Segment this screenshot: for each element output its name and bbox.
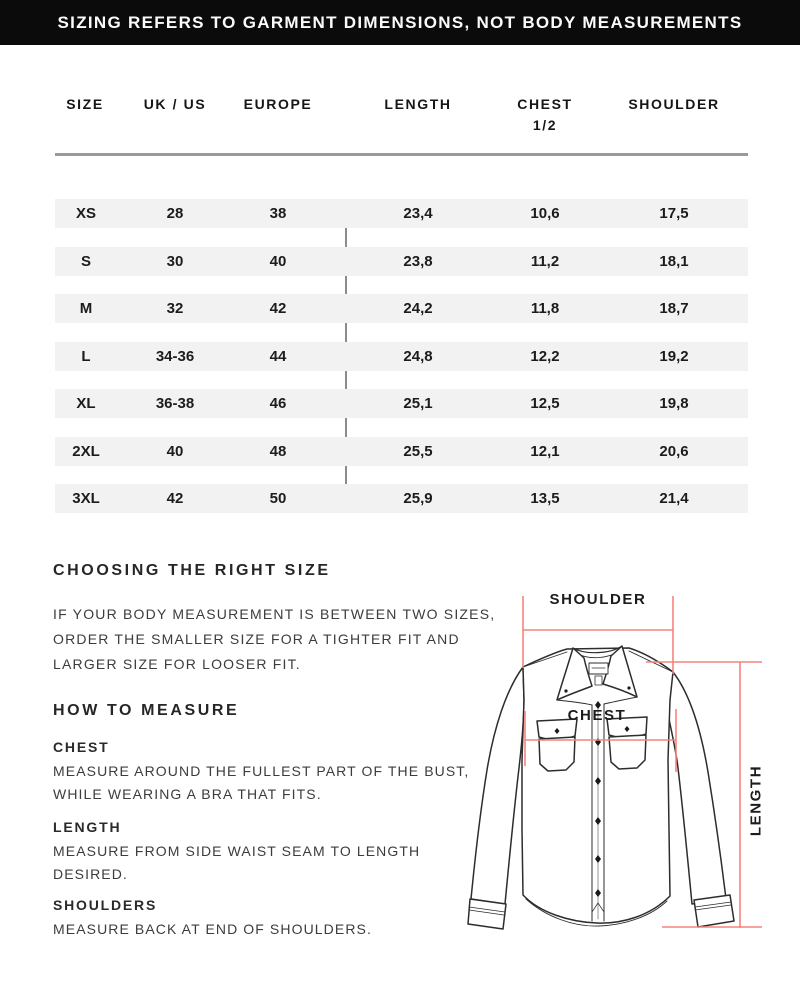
table-row-xl: XL 36-38 46 25,1 12,5 19,8 — [55, 389, 748, 418]
text-line: IF YOUR BODY MEASUREMENT IS BETWEEN TWO … — [53, 606, 496, 622]
cell-shoulder: 21,4 — [659, 490, 689, 507]
cell-shoulder: 17,5 — [659, 205, 689, 222]
cell-ukus: 28 — [166, 205, 184, 222]
cell-shoulder: 19,2 — [659, 348, 689, 365]
cell-europe: 46 — [269, 395, 287, 412]
cell-chest: 10,6 — [530, 205, 560, 222]
cell-shoulder: 19,8 — [659, 395, 689, 412]
cell-shoulder: 20,6 — [659, 443, 689, 460]
cell-shoulder: 18,7 — [659, 300, 689, 317]
text-line: MEASURE FROM SIDE WAIST SEAM TO LENGTH — [53, 843, 421, 859]
cell-size: M — [79, 300, 93, 317]
diagram-length-label: LENGTH — [747, 764, 765, 837]
cell-ukus: 36-38 — [155, 395, 195, 412]
table-row-l: L 34-36 44 24,8 12,2 19,2 — [55, 342, 748, 371]
col-header-ukus: UK / US — [143, 96, 207, 112]
cell-size: 3XL — [72, 490, 100, 507]
col-header-chest: CHEST — [517, 96, 573, 112]
disclaimer-banner: SIZING REFERS TO GARMENT DIMENSIONS, NOT… — [0, 0, 800, 45]
cell-ukus: 34-36 — [155, 348, 195, 365]
cell-size: L — [81, 348, 91, 365]
cell-chest: 13,5 — [530, 490, 560, 507]
measure-shoulders-label: SHOULDERS — [53, 897, 158, 913]
cell-ukus: 30 — [166, 253, 184, 270]
cell-length: 23,8 — [403, 253, 433, 270]
col-header-europe: EUROPE — [243, 96, 313, 112]
button-marks — [554, 701, 630, 897]
cell-ukus: 42 — [166, 490, 184, 507]
cell-chest: 11,2 — [530, 253, 560, 270]
col-header-length: LENGTH — [384, 96, 452, 112]
cell-length: 25,1 — [403, 395, 433, 412]
col-header-shoulder: SHOULDER — [628, 96, 720, 112]
cell-chest: 12,5 — [530, 395, 560, 412]
header-rule — [55, 153, 748, 156]
text-line: MEASURE AROUND THE FULLEST PART OF THE B… — [53, 763, 470, 779]
measure-chest-text: MEASURE AROUND THE FULLEST PART OF THE B… — [53, 760, 469, 806]
cell-europe: 50 — [269, 490, 287, 507]
cell-europe: 44 — [269, 348, 287, 365]
text-line: LARGER SIZE FOR LOOSER FIT. — [53, 656, 301, 672]
cell-length: 23,4 — [403, 205, 433, 222]
measure-shoulders-text: MEASURE BACK AT END OF SHOULDERS. — [53, 918, 372, 941]
disclaimer-text: SIZING REFERS TO GARMENT DIMENSIONS, NOT… — [57, 12, 743, 32]
choosing-size-title: CHOOSING THE RIGHT SIZE — [53, 562, 331, 579]
cell-chest: 12,1 — [530, 443, 560, 460]
table-row-m: M 32 42 24,2 11,8 18,7 — [55, 294, 748, 323]
cell-ukus: 32 — [166, 300, 184, 317]
cell-ukus: 40 — [166, 443, 184, 460]
cell-size: 2XL — [72, 443, 100, 460]
cell-europe: 42 — [269, 300, 287, 317]
measure-length-text: MEASURE FROM SIDE WAIST SEAM TO LENGTH D… — [53, 840, 420, 886]
table-row-3xl: 3XL 42 50 25,9 13,5 21,4 — [55, 484, 748, 513]
measure-chest-label: CHEST — [53, 739, 110, 755]
col-header-size: SIZE — [66, 96, 104, 112]
cell-size: S — [80, 253, 91, 270]
choosing-size-text: IF YOUR BODY MEASUREMENT IS BETWEEN TWO … — [53, 602, 495, 677]
diagram-chest-label: CHEST — [567, 707, 627, 724]
cell-size: XL — [76, 395, 96, 412]
diagram-shoulder-label: SHOULDER — [549, 591, 647, 608]
how-to-measure-title: HOW TO MEASURE — [53, 702, 240, 719]
cell-length: 25,9 — [403, 490, 433, 507]
cell-length: 24,8 — [403, 348, 433, 365]
cell-chest: 12,2 — [530, 348, 560, 365]
text-line: ORDER THE SMALLER SIZE FOR A TIGHTER FIT… — [53, 631, 460, 647]
cell-shoulder: 18,1 — [659, 253, 689, 270]
text-line: DESIRED. — [53, 866, 128, 882]
cell-length: 25,5 — [403, 443, 433, 460]
table-row-s: S 30 40 23,8 11,2 18,1 — [55, 247, 748, 276]
col-header-chest-sub: 1/2 — [532, 117, 558, 133]
table-row-2xl: 2XL 40 48 25,5 12,1 20,6 — [55, 437, 748, 466]
cell-chest: 11,8 — [530, 300, 560, 317]
cell-size: XS — [75, 205, 96, 222]
shirt-line-art — [467, 645, 735, 930]
cell-europe: 40 — [269, 253, 287, 270]
cell-europe: 48 — [269, 443, 287, 460]
text-line: WHILE WEARING A BRA THAT FITS. — [53, 786, 322, 802]
shirt-diagram — [467, 596, 762, 930]
measurement-lines — [522, 596, 762, 928]
cell-length: 24,2 — [403, 300, 433, 317]
cell-europe: 38 — [269, 205, 287, 222]
table-row-xs: XS 28 38 23,4 10,6 17,5 — [55, 199, 748, 228]
measure-length-label: LENGTH — [53, 819, 122, 835]
text-line: MEASURE BACK AT END OF SHOULDERS. — [53, 921, 372, 937]
